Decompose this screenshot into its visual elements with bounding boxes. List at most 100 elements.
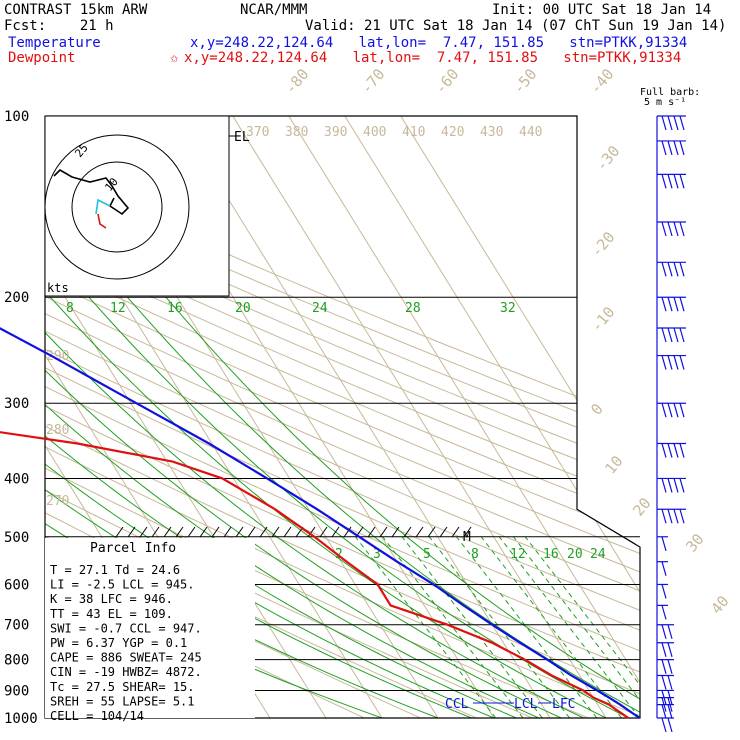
theta-label: 390: [324, 125, 347, 140]
barb-flag: [673, 297, 679, 312]
hash-mark: [319, 526, 328, 538]
parcel-info-row: Tc = 27.5 SHEAR= 15.: [50, 680, 195, 694]
barb-flag: [679, 403, 685, 418]
barb-flag: [661, 478, 667, 493]
isotherm-line: [344, 116, 640, 718]
parcel-info-row: LI = -2.5 LCL = 945.: [50, 578, 195, 592]
hash-mark: [451, 526, 460, 538]
isotherm-label: -10: [587, 303, 618, 335]
hodograph-ring-outer: [44, 134, 190, 280]
theta-labels: 370 380 390 400 410 420 430 440 290 280 270: [46, 125, 542, 509]
barb-flag: [667, 140, 673, 156]
barb-flag: [661, 642, 667, 657]
isotherm-label: -40: [586, 65, 617, 97]
isotherm-label: -80: [281, 65, 312, 97]
isotherm-label: 40: [707, 592, 732, 617]
parcel-info-row: CAPE = 886 SWEAT= 245: [50, 651, 202, 665]
hash-mark: [235, 526, 244, 538]
mixing-ratio-label: 32: [500, 301, 516, 316]
barb-flag: [673, 509, 679, 524]
mixing-ratio-labels: 8 12 16 20 24 28 322 3 5 8 12 16 20 24: [66, 301, 606, 562]
level-markers: EL M CCL LCL LFC: [220, 130, 575, 712]
pressure-tick-label: 300: [4, 396, 29, 412]
wind-barb: [657, 354, 686, 370]
isotherm-label: 10: [601, 452, 626, 477]
barb-header-label: Full barb:: [640, 87, 700, 98]
dry-adiabat-line: [45, 116, 640, 718]
mixing-ratio-label: 20: [567, 547, 583, 562]
barb-flag: [679, 262, 685, 277]
temperature-profile: [0, 327, 641, 719]
lcl-marker-label: LCL: [514, 697, 538, 712]
isotherm-label: -70: [357, 65, 388, 97]
wind-barb: [657, 221, 686, 237]
barb-flag: [673, 327, 679, 343]
barb-flag: [667, 174, 673, 189]
theta-label: 270: [46, 494, 69, 509]
hash-mark: [331, 526, 340, 538]
theta-label: 280: [46, 423, 69, 438]
barb-flag: [673, 478, 679, 493]
mixing-ratio-line: [428, 536, 571, 718]
mixing-ratio-label: 20: [235, 301, 251, 316]
wind-barb: [657, 717, 674, 733]
barb-flag: [661, 403, 667, 418]
hash-mark: [427, 526, 436, 538]
hash-mark: [343, 526, 352, 538]
barb-flag: [661, 443, 667, 458]
parcel-info-row: PW = 6.37 YGP = 0.1: [50, 636, 187, 650]
dewpoint-profile: [0, 431, 630, 719]
wind-barb: [657, 508, 686, 524]
wind-barb: [657, 642, 674, 657]
barb-flag: [679, 297, 685, 312]
hash-mark: [283, 526, 292, 538]
hash-mark: [463, 526, 472, 538]
temperature-legend-label: Temperature: [8, 35, 101, 51]
isotherm-line: [176, 116, 551, 718]
parcel-info: Parcel Info T = 27.1 Td = 24.6LI = -2.5 L…: [45, 538, 255, 723]
el-marker-label: EL: [234, 130, 250, 145]
hash-mark: [403, 526, 412, 538]
barb-flag: [673, 262, 679, 277]
hash-mark: [439, 526, 448, 538]
mixing-ratio-label: 12: [510, 547, 526, 562]
hash-mark: [151, 526, 160, 538]
dry-adiabat-line: [45, 116, 640, 718]
barb-flag: [661, 262, 667, 277]
wind-barb: [657, 327, 686, 343]
parcel-info-box: [45, 538, 255, 718]
barb-flag: [673, 140, 679, 156]
hodograph-unit-label: kts: [47, 281, 69, 295]
theta-label: 400: [363, 125, 386, 140]
barb-flag: [667, 221, 673, 237]
dewpoint-legend-label: Dewpoint: [8, 50, 76, 66]
hash-mark: [127, 526, 136, 538]
barb-flag: [661, 675, 667, 690]
isotherm-label: -60: [431, 65, 462, 97]
hash-mark: [139, 526, 148, 538]
dry-adiabat-line: [45, 116, 640, 718]
hodograph-trace-mid: [95, 198, 111, 215]
dry-adiabat-line: [45, 116, 640, 718]
hash-mark: [391, 526, 400, 538]
mixing-ratio-label: 24: [590, 547, 606, 562]
wind-barb-column: Full barb:5 m s⁻¹: [640, 87, 700, 733]
isotherm-line: [288, 116, 640, 718]
wind-barb: [657, 703, 674, 719]
wind-barb: [657, 583, 668, 599]
mixing-ratio-line: [401, 536, 543, 718]
dry-adiabat-line: [45, 116, 640, 718]
isotherm-line: [400, 116, 640, 718]
hash-mark: [187, 526, 196, 538]
parcel-info-row: CELL = 104/14: [50, 709, 144, 723]
barb-flag: [667, 327, 673, 343]
dry-adiabat-line: [45, 116, 640, 718]
parcel-info-row: SWI = -0.7 CCL = 947.: [50, 621, 202, 635]
barb-flag: [667, 624, 673, 639]
hash-mark: [199, 526, 208, 538]
barb-flag: [661, 717, 667, 733]
hash-mark: [211, 526, 220, 538]
mixing-ratio-label: 3: [373, 547, 381, 562]
